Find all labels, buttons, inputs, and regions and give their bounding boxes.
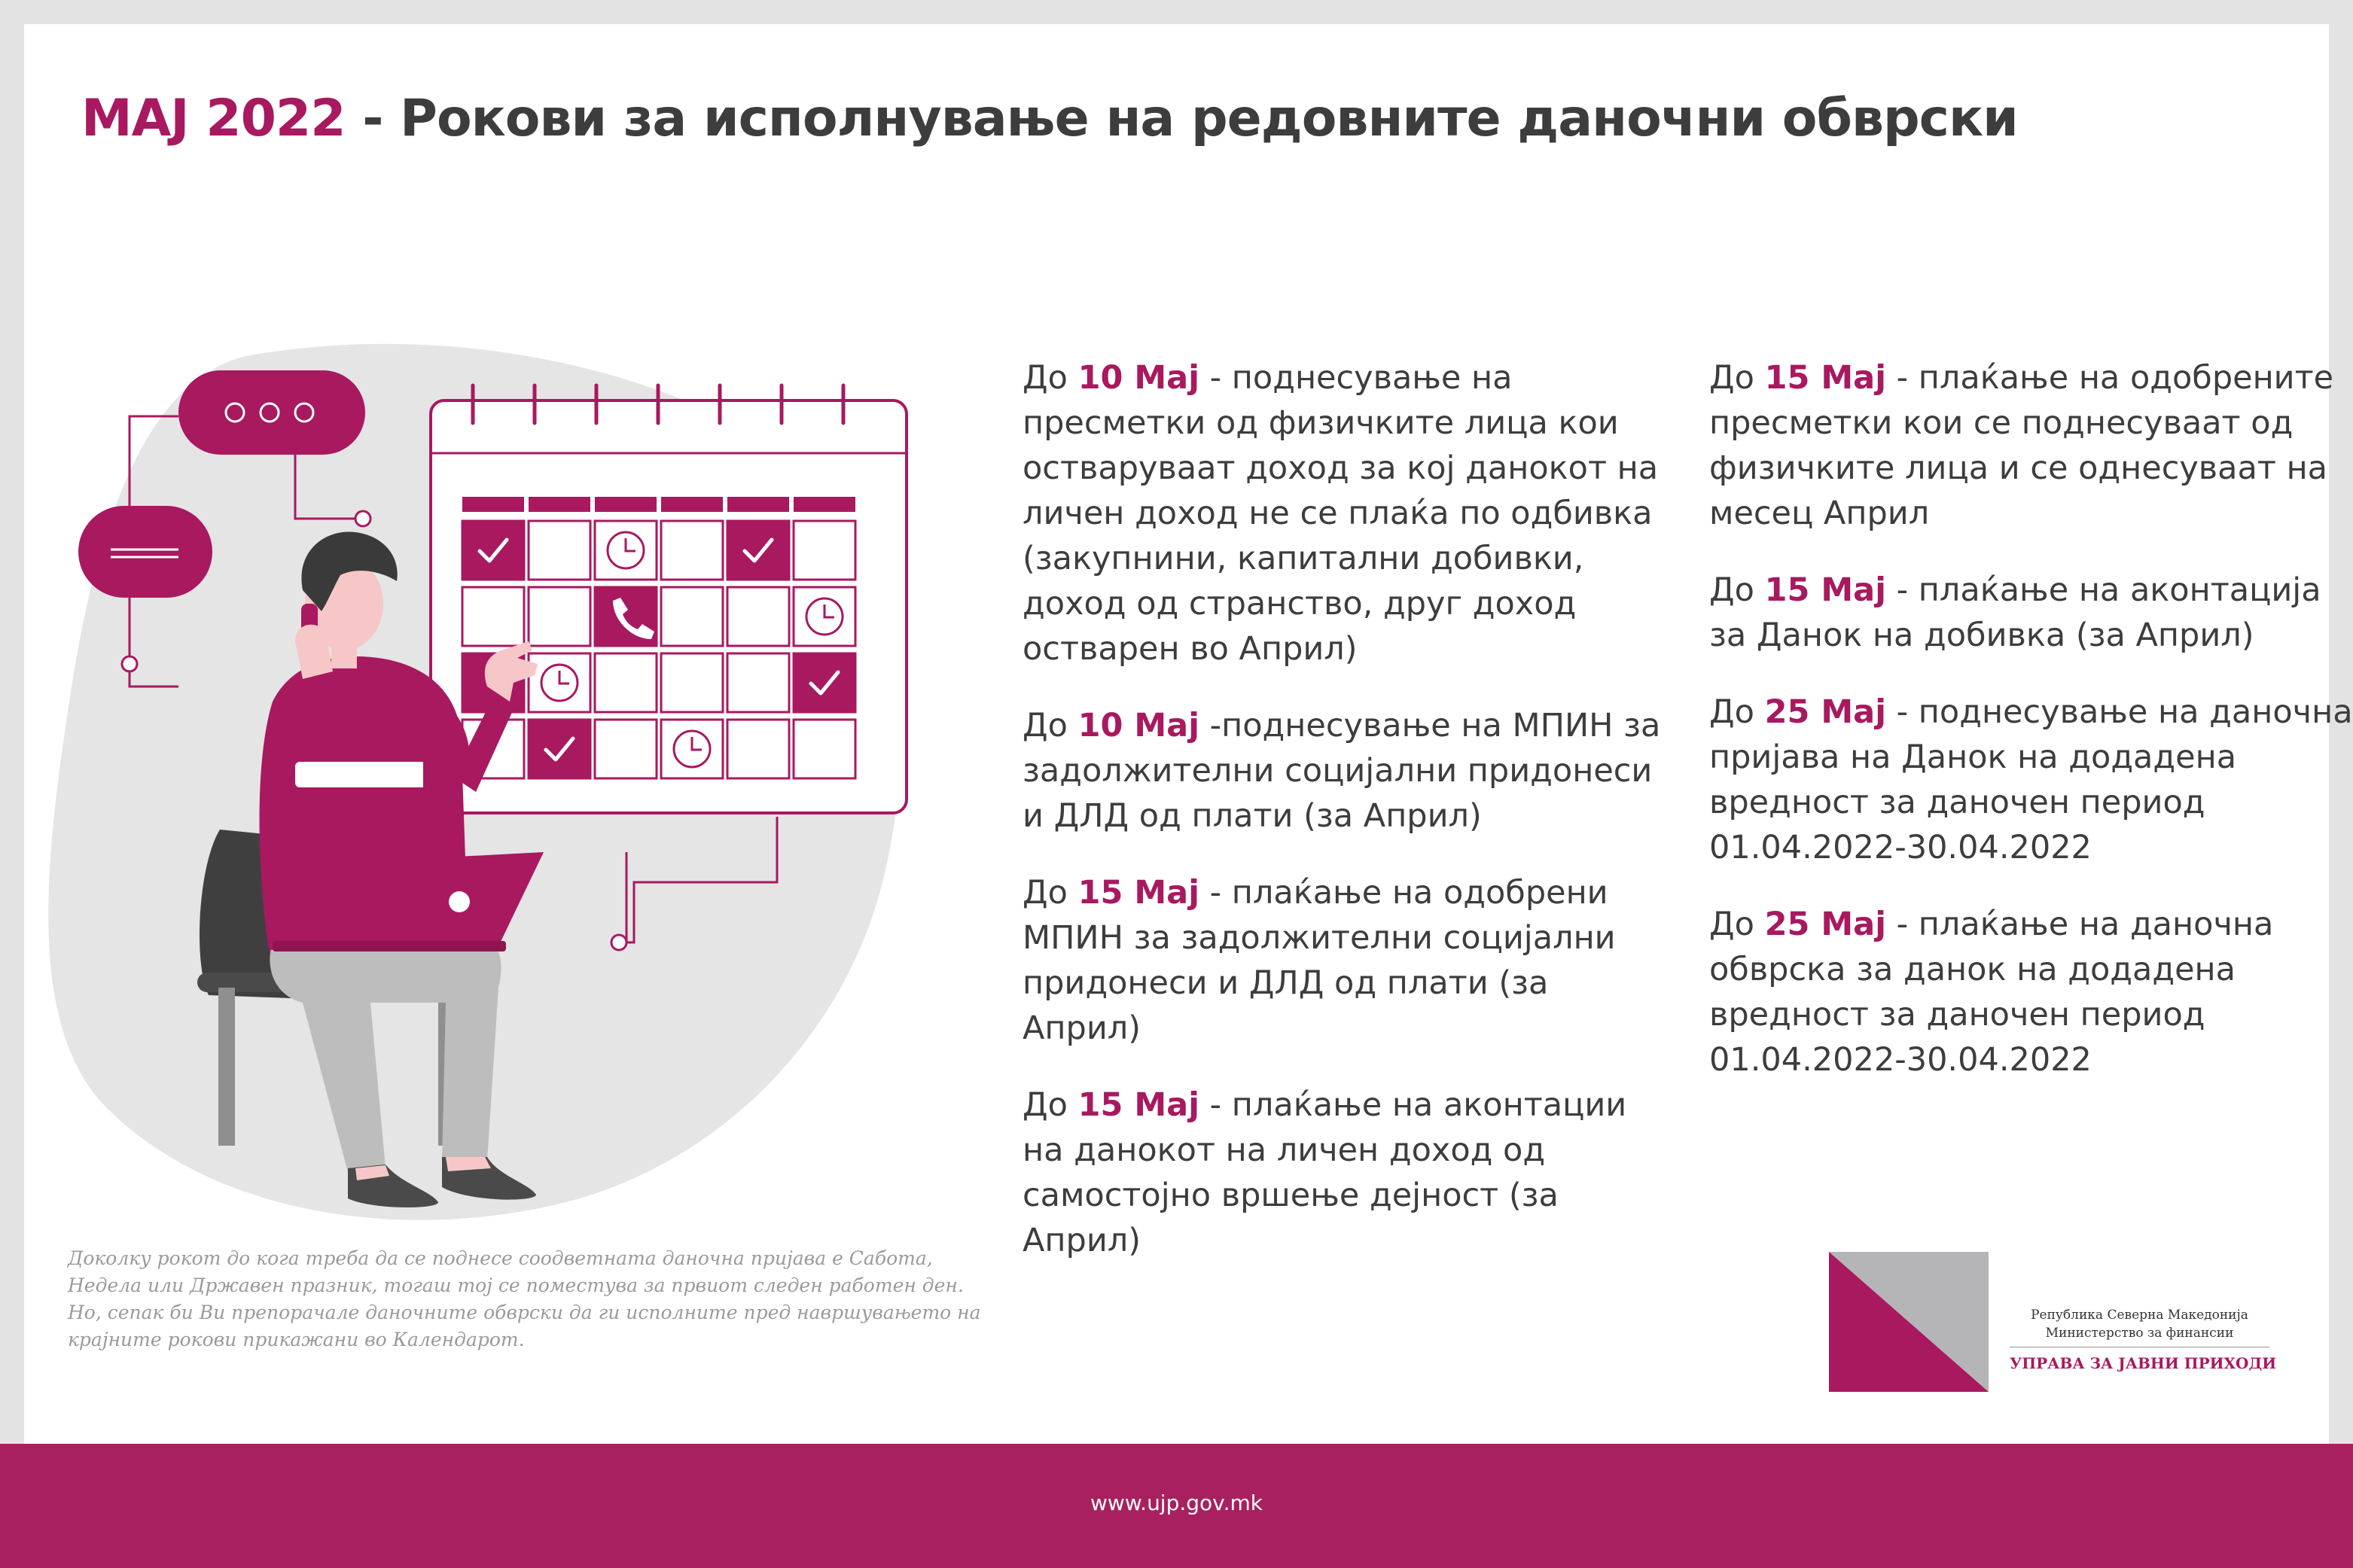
deadline-item: До 25 Мај - поднесување на даночна прија… [1709, 693, 2353, 866]
deadlines-column-left: До 10 Мај - поднесување на пресметки од … [1023, 355, 1670, 1295]
footer-url-link[interactable]: www.ujp.gov.mk [1090, 1490, 1263, 1515]
deadline-text: - плаќање на аконтација за Данок на доби… [1709, 571, 2321, 654]
phone-icon [613, 598, 654, 639]
deadline-date: 10 Мај [1077, 707, 1199, 744]
deadline-date: 25 Мај [1764, 906, 1886, 943]
check-icon [477, 537, 840, 762]
deadline-item: До 25 Мај - плаќање на даночна обврска з… [1709, 906, 2274, 1079]
deadline-text: - плаќање на одобрените пресметки кои се… [1709, 359, 2334, 532]
person-calendar-illustration [48, 343, 908, 1220]
deadline-text: -поднесување на МПИН за задолжителни соц… [1023, 707, 1661, 835]
deadline-date: 15 Мај [1764, 359, 1886, 397]
deadline-date: 15 Мај [1077, 1086, 1199, 1124]
logo-text: Република Северна Македонија Министерств… [2010, 1306, 2277, 1373]
page-title: МАЈ 2022 - Рокови за исполнување на редо… [81, 89, 2019, 148]
deadline-text: - плаќање на аконтации на данокот на лич… [1023, 1086, 1627, 1259]
deadline-date: 10 Мај [1077, 359, 1199, 397]
deadline-text: - плаќање на одобрени МПИН за задолжител… [1023, 874, 1616, 1047]
deadline-text: - поднесување на пресметки од физичките … [1023, 359, 1659, 668]
ujp-logo: Република Северна Македонија Министерств… [1829, 1252, 2296, 1417]
deadlines-column-right: До 15 Мај - плаќање на одобрените пресме… [1709, 355, 2353, 1114]
deadline-item: До 10 Мај -поднесување на МПИН за задолж… [1023, 707, 1661, 835]
logo-ministry: Министерство за финансии [2045, 1326, 2234, 1341]
deadline-text: - плаќање на даночна обврска за данок на… [1709, 906, 2274, 1079]
speech-bubble-icon [178, 370, 365, 455]
calendar [429, 383, 908, 814]
clock-icon [540, 531, 844, 769]
deadline-text: - поднесување на даночна пријава на Дано… [1709, 693, 2353, 866]
logo-mark-icon [1829, 1252, 1989, 1392]
deadline-date: 15 Мај [1764, 571, 1886, 609]
infographic-card: МАЈ 2022 - Рокови за исполнување на редо… [24, 24, 2353, 1454]
deadline-item: До 15 Мај - плаќање на одобрените пресме… [1709, 359, 2334, 532]
title-month: МАЈ 2022 [81, 89, 346, 148]
logo-agency: УПРАВА ЗА ЈАВНИ ПРИХОДИ [2010, 1354, 2277, 1372]
deadline-item: До 10 Мај - поднесување на пресметки од … [1023, 359, 1659, 668]
deadline-item: До 15 Мај - плаќање на одобрени МПИН за … [1023, 874, 1616, 1047]
footer-bar: www.ujp.gov.mk [0, 1444, 2353, 1568]
footnote: Доколку рокот до кога треба да се поднес… [68, 1247, 981, 1350]
deadline-item: До 15 Мај - плаќање на аконтации на дано… [1023, 1086, 1627, 1259]
title-text: - Рокови за исполнување на редовните дан… [345, 89, 2019, 148]
deadline-item: До 15 Мај - плаќање на аконтација за Дан… [1709, 571, 2321, 654]
speech-bubble-icon [78, 506, 212, 598]
deadline-date: 25 Мај [1764, 693, 1886, 731]
deadline-date: 15 Мај [1077, 874, 1199, 912]
person [259, 531, 544, 1207]
logo-country: Република Северна Македонија [2031, 1308, 2248, 1323]
